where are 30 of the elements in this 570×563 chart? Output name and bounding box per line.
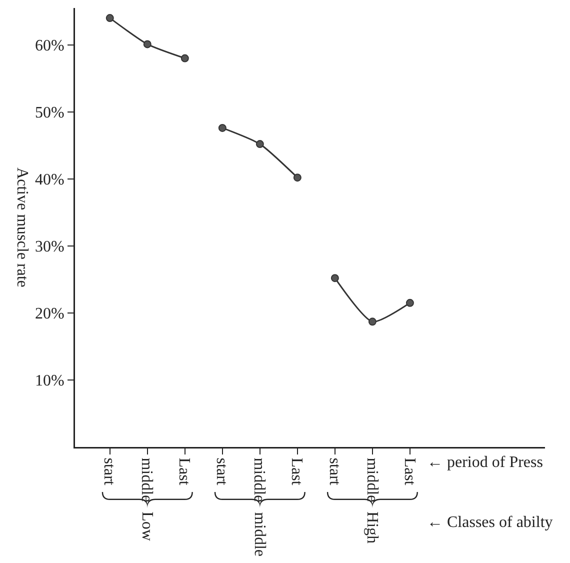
y-tick-label: 20% <box>34 306 64 323</box>
text: ← period of Press <box>427 454 543 471</box>
x-tick-label: start <box>100 458 118 486</box>
x-tick-label: start <box>326 458 343 486</box>
point <box>368 318 376 326</box>
text: middle <box>250 512 268 557</box>
point <box>406 298 414 307</box>
y-axis-title: Active muscle rate <box>14 167 31 288</box>
text: Low <box>138 512 156 542</box>
point <box>256 140 264 148</box>
point <box>143 40 152 48</box>
y-tick-label: 10% <box>34 372 64 390</box>
x-tick-label: middle <box>363 458 380 502</box>
point <box>293 174 302 182</box>
point <box>218 124 226 132</box>
x-tick-label: middle <box>138 458 156 502</box>
text: High <box>363 512 380 544</box>
point <box>180 54 189 62</box>
y-tick-label: 40% <box>34 172 64 189</box>
x-tick-label: Last <box>288 458 306 486</box>
point <box>106 14 114 22</box>
y-tick-label: 30% <box>34 238 64 256</box>
x-tick-label: Last <box>400 458 418 486</box>
y-tick-label: 50% <box>34 104 64 122</box>
x-tick-label: Last <box>176 458 193 486</box>
text: ← Classes of abilty <box>427 514 553 531</box>
x-tick-label: middle <box>250 458 268 502</box>
point <box>330 274 339 282</box>
x-tick-label: start <box>213 458 230 486</box>
y-tick-label: 60% <box>34 37 64 54</box>
